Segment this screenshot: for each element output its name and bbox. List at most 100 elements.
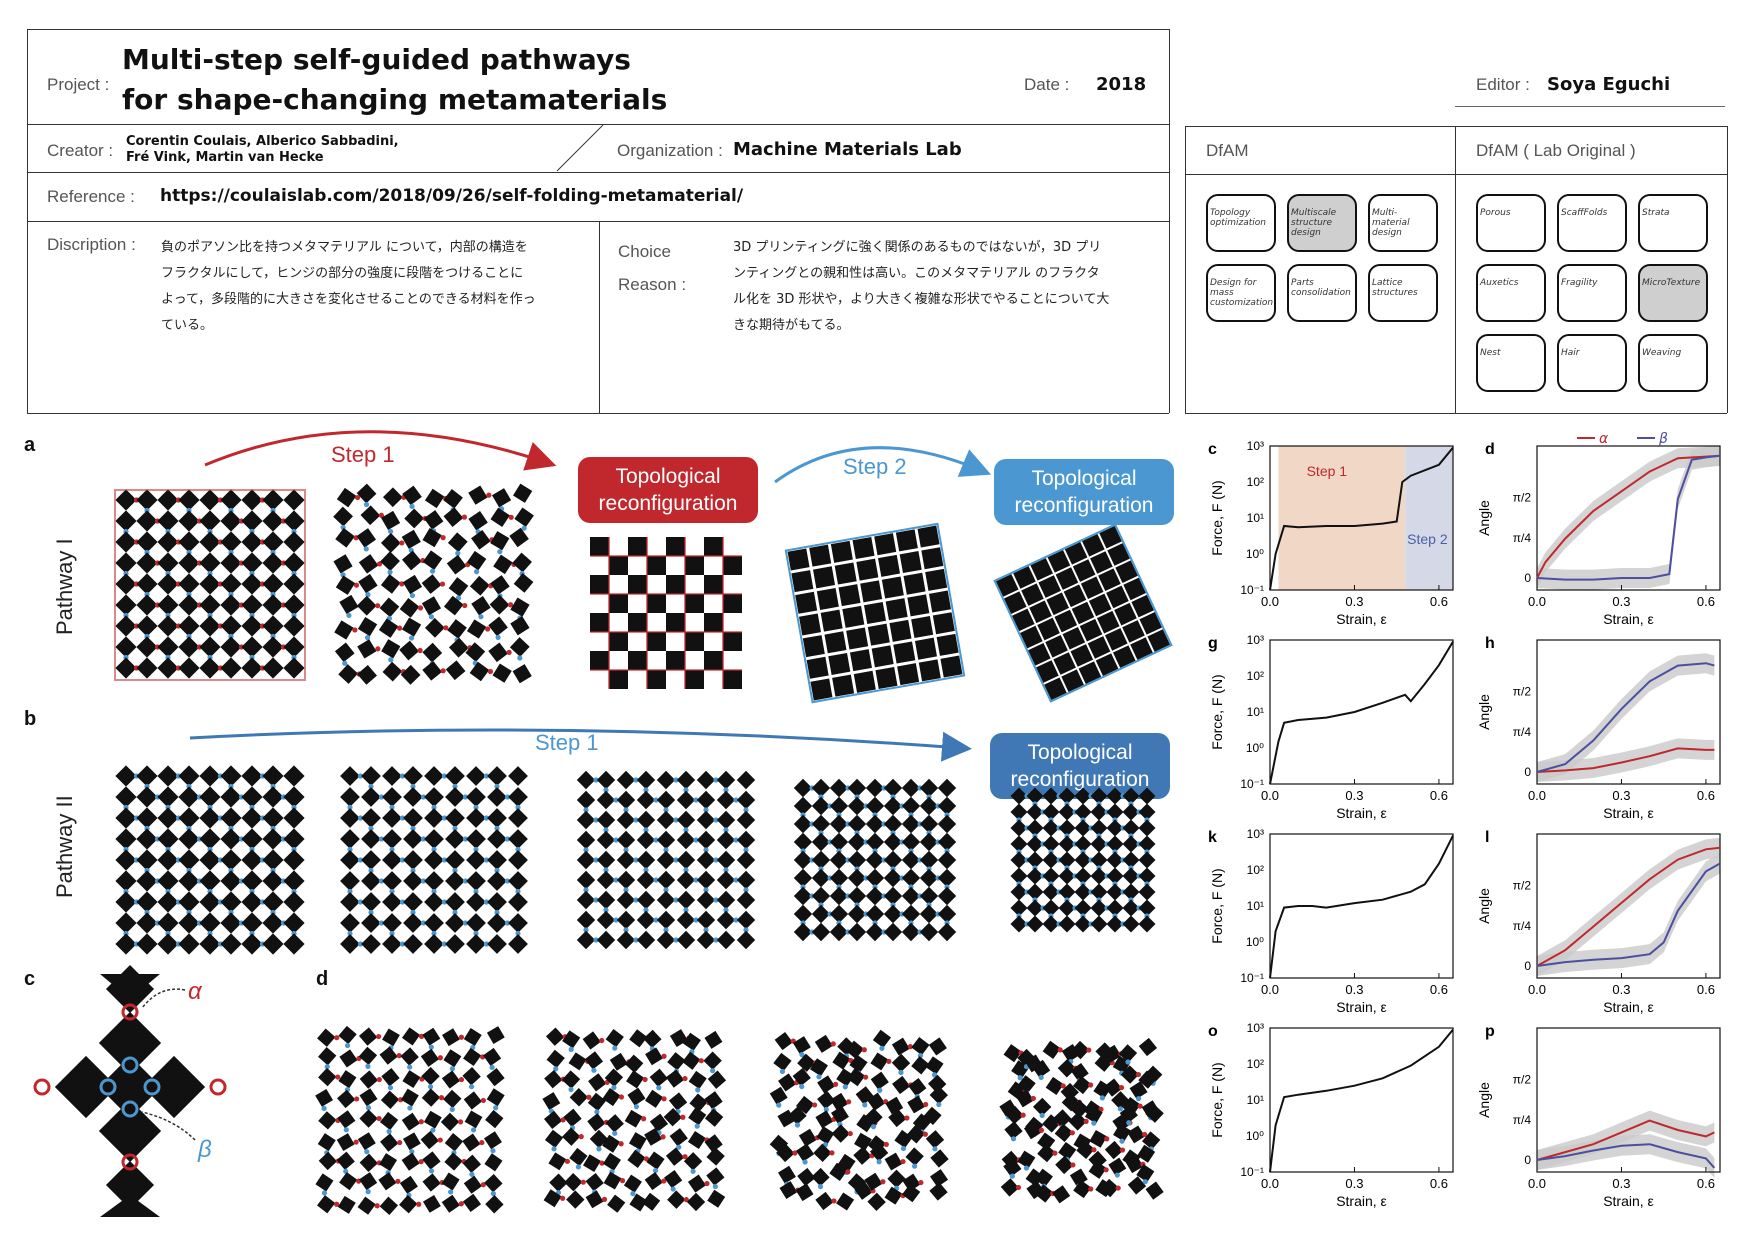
dfam-lab-chip[interactable]: Nest [1476, 334, 1546, 392]
lattice-square [1017, 1075, 1036, 1094]
dfam-chip[interactable]: Topology optimization [1206, 194, 1276, 252]
lattice-square [333, 506, 353, 527]
lattice-square [1010, 883, 1028, 901]
beta-label: β [198, 1136, 212, 1163]
hinge-dot [409, 503, 415, 509]
hinge-dot [816, 1074, 822, 1080]
lattice-square [1138, 819, 1156, 837]
lattice-square [466, 871, 486, 891]
lattice-square [424, 766, 444, 786]
lattice-square [115, 849, 137, 871]
lattice-square [338, 664, 359, 684]
lattice-square [669, 1029, 688, 1048]
lattice-square [829, 1162, 848, 1181]
lattice-square [1052, 1185, 1071, 1204]
lattice-square [892, 1075, 911, 1095]
lattice-square [382, 808, 402, 828]
dfam-chip[interactable]: Multi-material design [1368, 194, 1438, 252]
hinge-dot [583, 847, 589, 853]
dfam-lab-chip[interactable]: Hair [1557, 334, 1627, 392]
hinge-dot [408, 635, 415, 641]
reference-link[interactable]: https://coulaislab.com/2018/09/26/self-f… [160, 186, 744, 206]
dfam-lab-chip[interactable]: ScaffFolds [1557, 194, 1627, 252]
lattice-square [178, 765, 200, 787]
lattice-square [891, 1053, 911, 1073]
dfam-chip[interactable]: Lattice structures [1368, 264, 1438, 322]
lattice-square [1090, 819, 1108, 837]
chart-panel-letter: l [1485, 829, 1489, 846]
dfam-lab-chip[interactable]: MicroTexture [1638, 264, 1708, 322]
lattice-square [220, 933, 242, 955]
hinge-dot [347, 846, 353, 853]
hinge-dot [368, 867, 374, 874]
lattice-square [484, 1173, 503, 1193]
lattice-square [829, 814, 849, 834]
lattice-square [829, 778, 849, 798]
y-tick-label: 0 [1524, 571, 1531, 585]
hinge-dot [506, 649, 512, 655]
y-tick-label: 0 [1524, 1153, 1531, 1167]
hinge-dot [923, 1101, 929, 1108]
lattice-square [440, 1112, 460, 1132]
hinge-dot [842, 1084, 848, 1090]
dfam-lab-chip[interactable]: Strata [1638, 194, 1708, 252]
lattice-square [338, 1025, 357, 1045]
lattice-square [911, 1056, 930, 1075]
lattice-square [644, 1127, 662, 1146]
hinge-dot [469, 1084, 475, 1090]
hinge-dot [611, 1085, 617, 1091]
hinge-dot [710, 1068, 716, 1074]
y-tick-label: 10¹ [1247, 899, 1264, 913]
hinge-dot [483, 941, 490, 947]
hinge-dot [508, 514, 514, 520]
lattice-square [815, 1191, 834, 1211]
lattice-square [379, 597, 400, 618]
lattice-square [178, 849, 200, 871]
lattice-square [1023, 1121, 1042, 1140]
block-square [1087, 636, 1111, 659]
lattice-square [629, 1193, 648, 1212]
hinge-dot [352, 627, 358, 633]
block-square [1115, 560, 1138, 583]
dfam-chip[interactable]: Parts consolidation [1287, 264, 1357, 322]
lattice-square [902, 1173, 921, 1192]
lattice-square [636, 830, 656, 850]
lattice-square [704, 1030, 723, 1049]
lattice-square [1058, 851, 1076, 869]
dfam-lab-chip[interactable]: Auxetics [1476, 264, 1546, 322]
lattice-square [566, 1190, 585, 1209]
hinge-dot [683, 1197, 689, 1203]
dfam-lab-chip[interactable]: Weaving [1638, 334, 1708, 392]
block-square [828, 652, 851, 675]
lattice-square [901, 832, 921, 852]
hinge-dot [418, 1119, 424, 1125]
lattice-square [468, 485, 488, 505]
lattice-square [357, 639, 377, 659]
y-axis-label: Force, F (N) [1209, 674, 1225, 749]
lattice-square [911, 1037, 930, 1056]
dfam-chip[interactable]: Multiscale structure design [1287, 194, 1357, 252]
editor-label: Editor : [1476, 75, 1530, 94]
hinge-dot [912, 1163, 918, 1169]
lattice-square [424, 934, 444, 954]
block-square [863, 601, 887, 625]
block-square [816, 587, 839, 610]
lattice-square [793, 778, 813, 798]
dfam-chip[interactable]: Design for mass customization [1206, 264, 1276, 322]
lattice-square [1103, 1044, 1122, 1063]
x-tick-label: 0.0 [1261, 982, 1279, 997]
hinge-dot [497, 549, 503, 555]
dfam-lab-chip[interactable]: Fragility [1557, 264, 1627, 322]
lattice-square [585, 1173, 604, 1192]
lattice-square [847, 796, 867, 816]
lattice-square [199, 552, 221, 574]
hinge-dot [399, 815, 406, 821]
lattice-square [463, 1047, 482, 1067]
lattice-square [359, 1109, 378, 1128]
hinge-dot [376, 1076, 382, 1083]
hinge-dot [698, 1058, 704, 1064]
lattice-square [847, 814, 867, 834]
choice-line: 3D プリンティングに強く関係のあるものではないが，3D プリ [733, 240, 1102, 255]
dfam-lab-chip[interactable]: Porous [1476, 194, 1546, 252]
hinge-dot [483, 857, 490, 863]
